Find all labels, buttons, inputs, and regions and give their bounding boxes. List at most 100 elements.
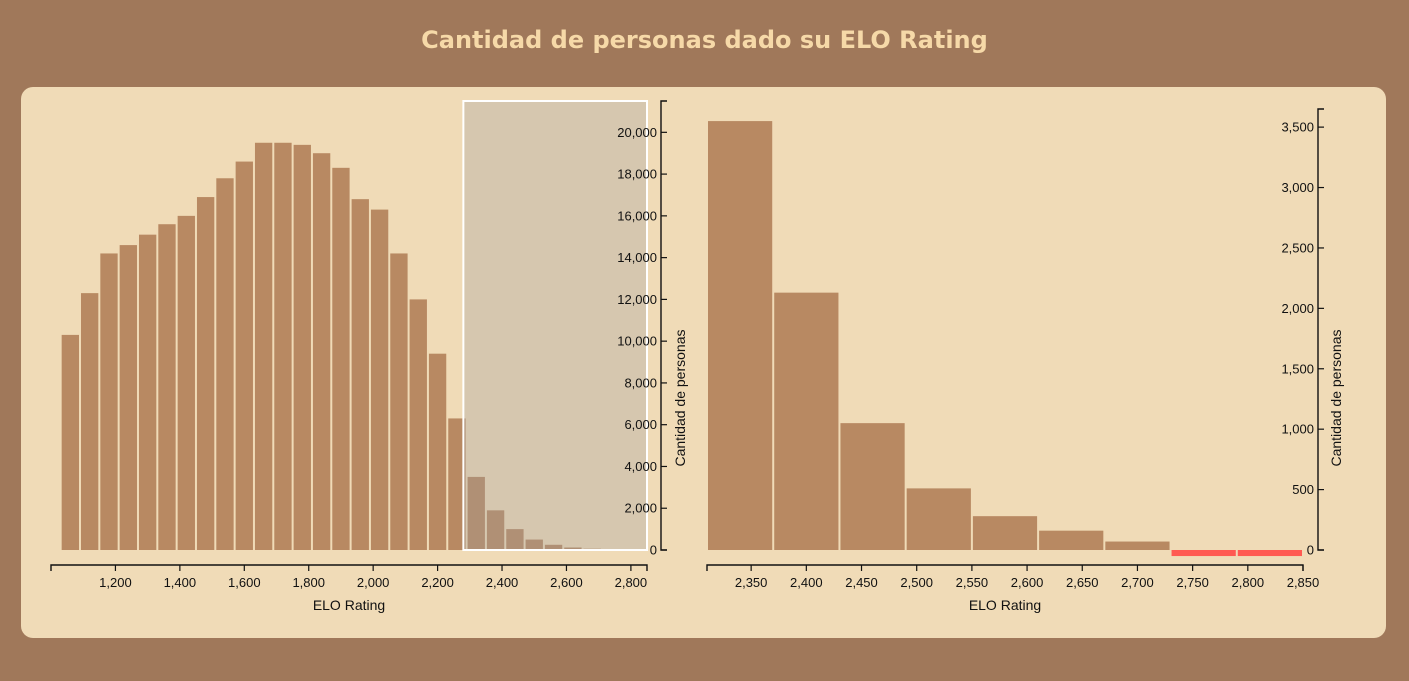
overview-x-tick: 2,800	[615, 565, 648, 590]
overview-bar	[390, 253, 408, 550]
overview-bar	[544, 544, 563, 550]
overview-y-tick: 6,000	[624, 417, 667, 432]
zoom-x-tick: 2,650	[1066, 565, 1099, 590]
overview-histogram[interactable]: 1,200 1,400 1,600 1,800 2,000 2,200 2,400 2,600…	[50, 100, 688, 613]
overview-y-tick-label: 8,000	[624, 375, 657, 390]
overview-y-tick-label: 6,000	[624, 417, 657, 432]
zoom-bar	[1039, 530, 1104, 550]
zoom-x-tick: 2,700	[1121, 565, 1154, 590]
overview-bar	[448, 418, 466, 550]
overview-y-tick: 20,000	[617, 125, 667, 140]
overview-x-tick-label: 2,000	[357, 575, 390, 590]
zoom-bar	[1237, 550, 1302, 557]
overview-bar	[177, 215, 195, 550]
zoom-x-tick-label: 2,700	[1121, 575, 1154, 590]
brush-selection[interactable]	[462, 100, 648, 551]
zoom-bar	[972, 516, 1038, 550]
overview-bar	[564, 547, 582, 550]
overview-y-tick-label: 16,000	[617, 208, 657, 223]
overview-x-tick-label: 2,800	[615, 575, 648, 590]
zoom-y-tick-label: 3,000	[1281, 180, 1314, 195]
overview-bar	[274, 142, 292, 550]
zoom-y-tick-label: 0	[1307, 543, 1314, 558]
zoom-y-tick-label: 1,000	[1281, 422, 1314, 437]
zoom-x-tick-label: 2,450	[845, 575, 878, 590]
overview-bar	[254, 142, 273, 550]
overview-bar	[332, 167, 350, 550]
overview-y-tick: 2,000	[624, 501, 667, 516]
zoom-y-axis-label: Cantidad de personas	[1328, 330, 1344, 467]
zoom-y-tick: 500	[1292, 482, 1324, 497]
overview-bar	[80, 293, 99, 550]
zoom-x-tick-label: 2,350	[735, 575, 768, 590]
overview-x-tick: 2,000	[357, 565, 390, 590]
overview-y-tick: 4,000	[624, 459, 667, 474]
overview-y-tick: 0	[650, 543, 667, 558]
overview-bar	[61, 334, 79, 550]
overview-y-tick-label: 18,000	[617, 167, 657, 182]
zoom-y-axis-line	[1317, 108, 1324, 551]
overview-y-tick-label: 12,000	[617, 292, 657, 307]
chart-title: Cantidad de personas dado su ELO Rating	[421, 26, 988, 54]
zoom-x-tick-label: 2,400	[790, 575, 823, 590]
zoom-x-axis-line	[706, 564, 1304, 571]
overview-bar	[196, 197, 215, 550]
overview-x-tick: 1,800	[292, 565, 325, 590]
overview-bar	[216, 178, 234, 550]
zoom-x-tick: 2,400	[790, 565, 823, 590]
zoom-y-tick-label: 2,000	[1281, 301, 1314, 316]
zoom-y-axis: 0 500 1,000 1,500 2,000 2,500 3,000 3,500	[1281, 108, 1324, 558]
overview-bar	[409, 299, 427, 550]
overview-y-tick-label: 20,000	[617, 125, 657, 140]
zoom-x-tick: 2,800	[1232, 565, 1265, 590]
overview-x-tick-label: 1,800	[292, 575, 325, 590]
overview-x-tick-label: 1,200	[99, 575, 132, 590]
overview-y-tick-label: 2,000	[624, 501, 657, 516]
zoom-x-tick-label: 2,750	[1176, 575, 1209, 590]
zoom-x-tick: 2,550	[956, 565, 989, 590]
zoom-y-tick: 1,000	[1281, 422, 1324, 437]
overview-x-tick: 1,200	[99, 565, 132, 590]
zoom-x-tick-label: 2,800	[1232, 575, 1265, 590]
overview-bar	[525, 539, 543, 550]
overview-y-axis: 0 2,000 4,000 6,000 8,000 10,000 12,000 14,000 1…	[617, 100, 667, 558]
zoom-x-tick: 2,850	[1287, 565, 1320, 590]
zoom-x-tick-label: 2,550	[956, 575, 989, 590]
overview-bar	[293, 144, 311, 550]
overview-y-axis-label: Cantidad de personas	[672, 330, 688, 467]
overview-x-tick: 1,400	[164, 565, 196, 590]
overview-y-tick-label: 14,000	[617, 250, 657, 265]
overview-bar	[158, 224, 176, 550]
overview-x-tick: 2,600	[550, 565, 583, 590]
overview-bar	[100, 253, 118, 550]
overview-y-axis-line	[660, 100, 667, 551]
zoom-x-tick: 2,600	[1011, 565, 1044, 590]
zoom-y-tick: 1,500	[1281, 361, 1324, 376]
overview-y-tick-label: 4,000	[624, 459, 657, 474]
overview-x-tick: 2,400	[486, 565, 519, 590]
overview-bar	[235, 161, 253, 550]
overview-x-tick-label: 2,200	[421, 575, 454, 590]
overview-x-tick-label: 2,400	[486, 575, 519, 590]
overview-x-axis-label: ELO Rating	[313, 597, 385, 613]
zoom-x-tick: 2,350	[735, 565, 768, 590]
zoom-x-tick-label: 2,850	[1287, 575, 1320, 590]
zoom-y-tick: 2,500	[1281, 240, 1324, 255]
overview-bar	[506, 529, 524, 550]
overview-y-tick-label: 10,000	[617, 334, 657, 349]
zoom-y-tick: 0	[1307, 543, 1324, 558]
overview-y-tick: 8,000	[624, 375, 667, 390]
overview-bar	[312, 153, 331, 551]
zoom-bar	[1105, 541, 1170, 550]
zoom-x-axis-label: ELO Rating	[969, 597, 1041, 613]
overview-x-axis-line	[50, 564, 648, 571]
zoom-y-tick: 3,000	[1281, 180, 1324, 195]
overview-y-tick: 12,000	[617, 292, 667, 307]
overview-y-tick-label: 0	[650, 543, 657, 558]
zoom-x-tick-label: 2,500	[900, 575, 933, 590]
zoom-x-tick-label: 2,650	[1066, 575, 1099, 590]
zoom-x-tick: 2,750	[1176, 565, 1209, 590]
zoom-x-tick-label: 2,600	[1011, 575, 1044, 590]
zoom-y-tick-label: 500	[1292, 482, 1314, 497]
